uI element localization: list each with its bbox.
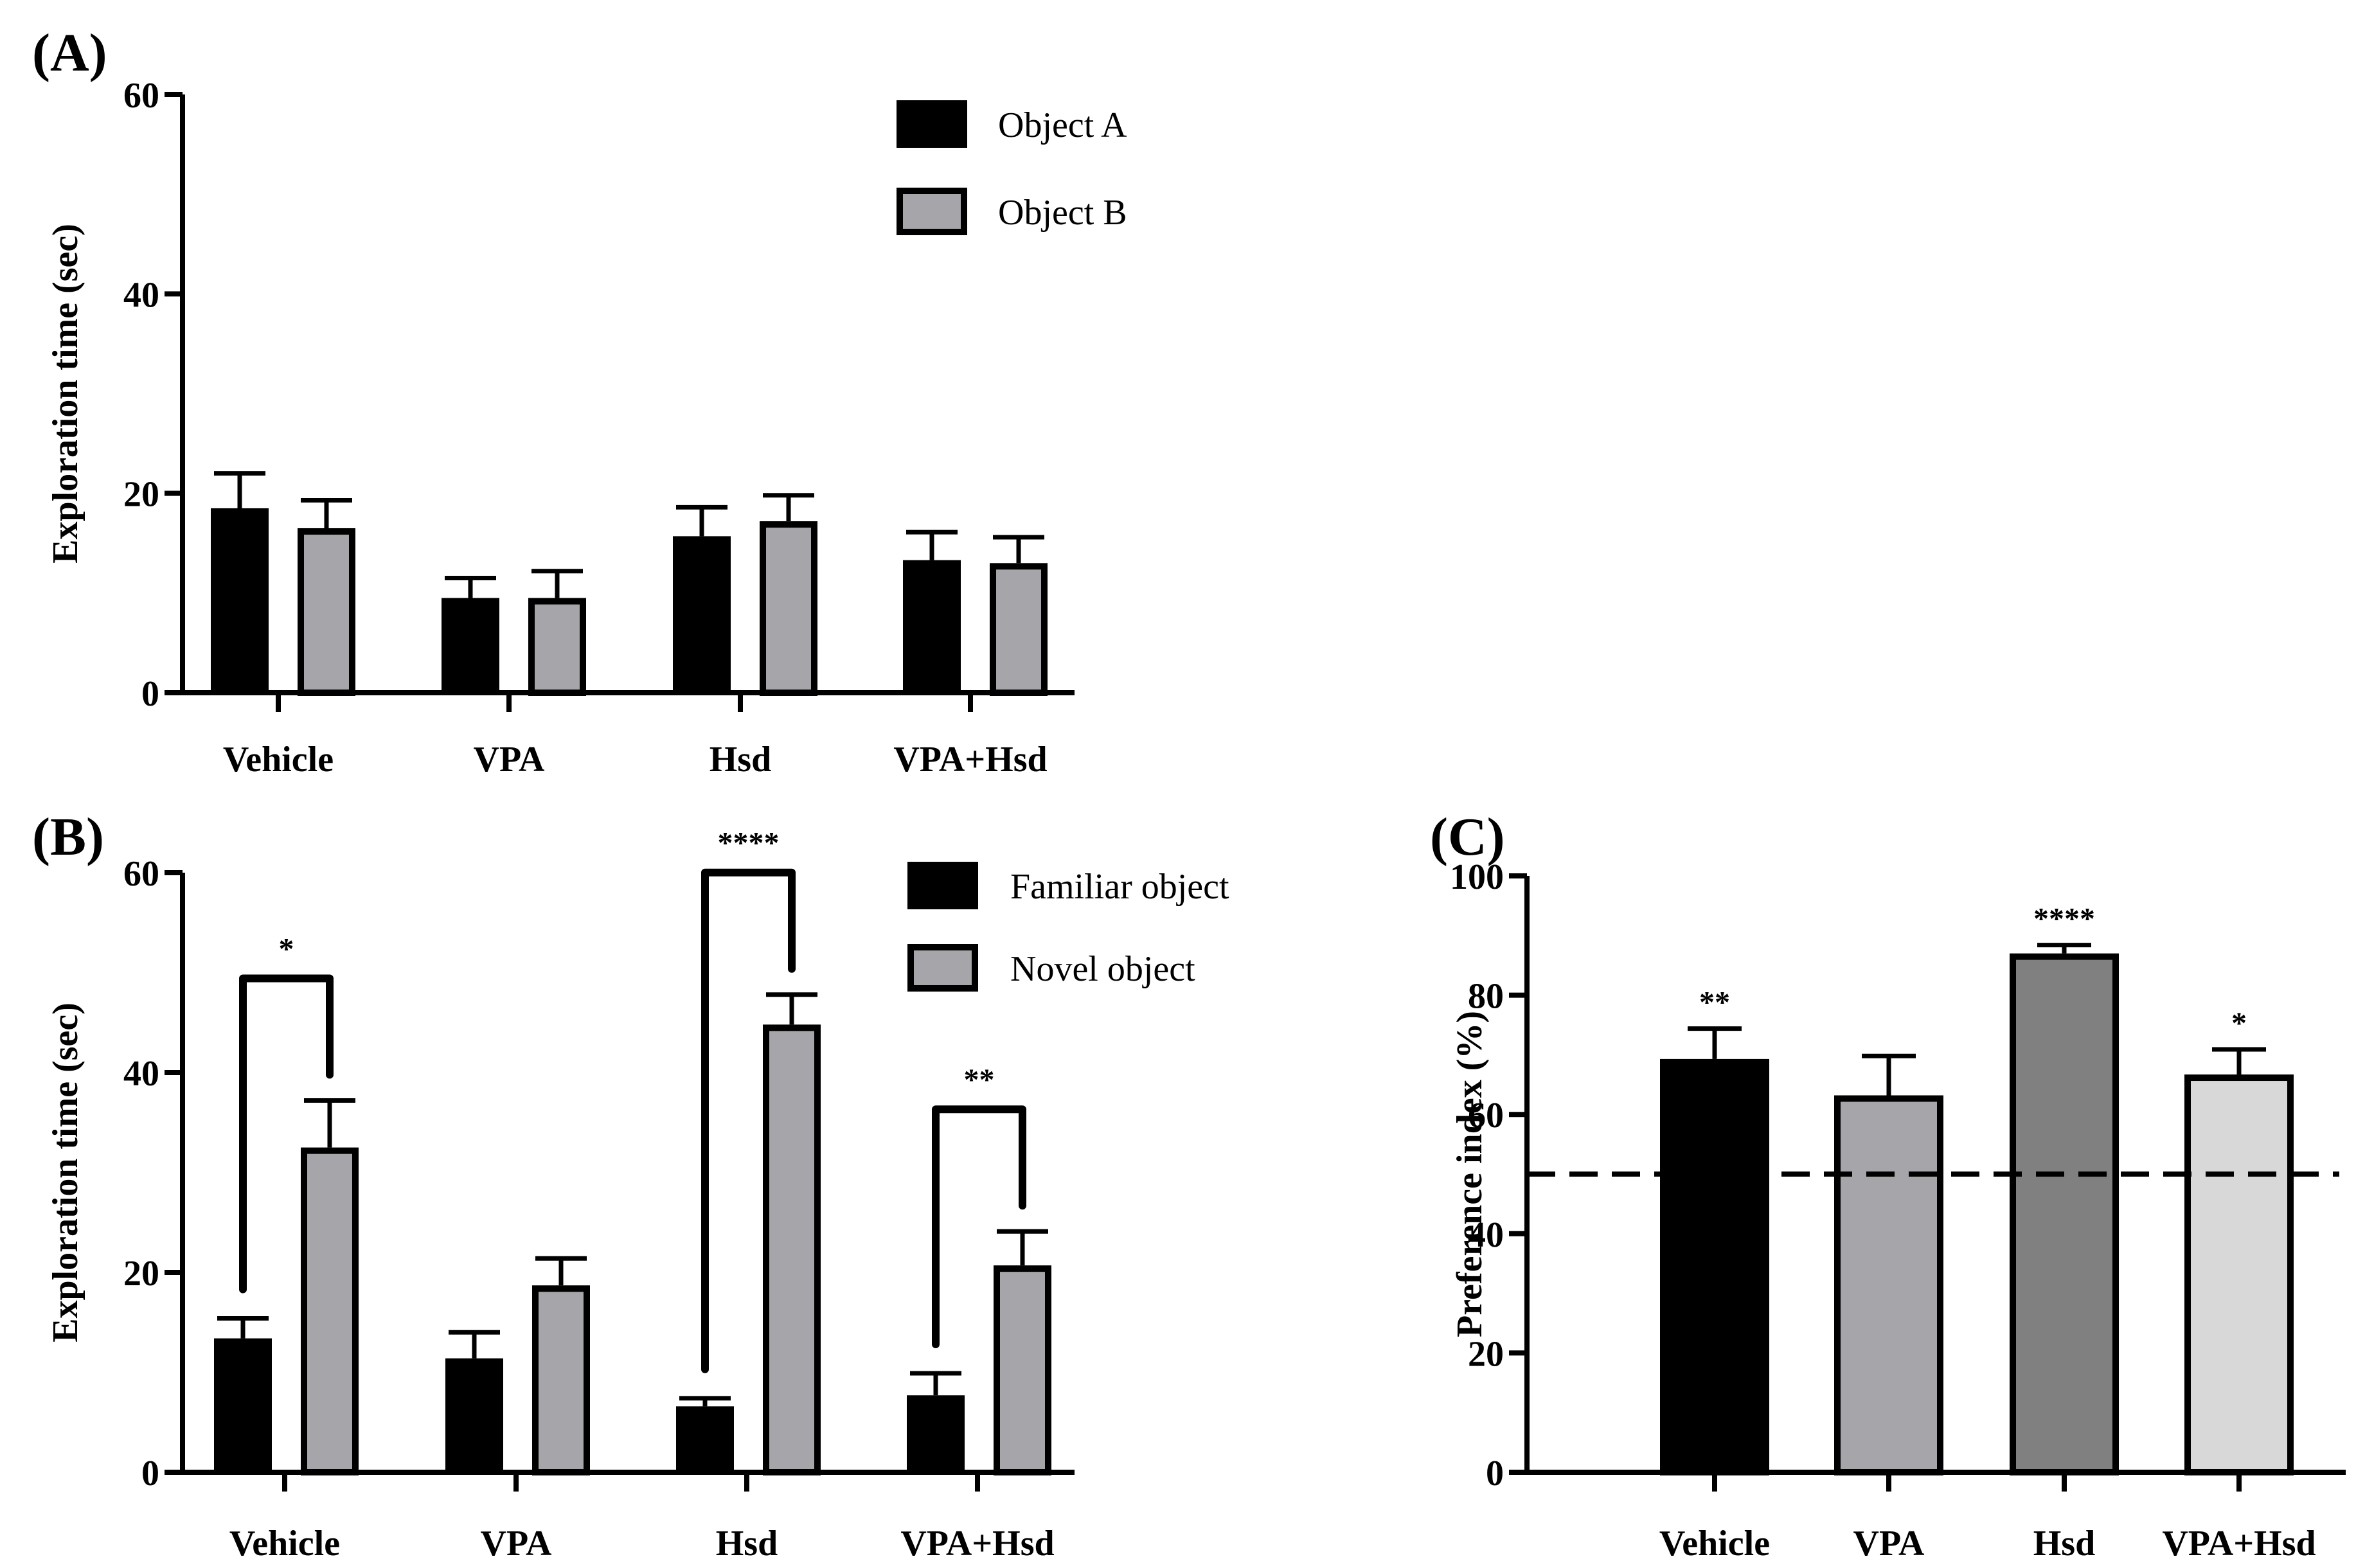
bar-object-b	[528, 598, 586, 697]
bar	[1834, 1095, 1943, 1475]
bar-novel-object	[994, 1265, 1051, 1475]
y-tick-label: 20	[1468, 1334, 1504, 1374]
panel-c: (C) 0 20 40 60 80 100 Preference index (%) Vehic…	[1430, 807, 2346, 1564]
x-tick-label: Vehicle	[1659, 1524, 1770, 1564]
significance-bracket	[239, 974, 334, 1294]
significance-label: *	[2231, 1006, 2247, 1040]
y-tick-label: 0	[141, 674, 159, 714]
y-tick-label: 20	[123, 475, 159, 515]
legend-label: Novel object	[1010, 949, 1195, 989]
x-tick-label: Hsd	[716, 1524, 778, 1564]
legend-swatch	[907, 944, 978, 992]
bar	[2010, 953, 2119, 1475]
bar-familiar-object	[676, 1406, 734, 1472]
legend-swatch	[897, 100, 967, 148]
y-tick-label: 60	[123, 76, 159, 116]
y-tick-label: 40	[123, 275, 159, 315]
x-tick-label: Vehicle	[229, 1524, 340, 1564]
panel-label: (B)	[32, 807, 104, 867]
panel-label: (A)	[32, 23, 107, 83]
significance-label: ****	[718, 826, 780, 860]
y-axis-title: Exploration time (sec)	[46, 224, 85, 564]
x-tick-label: Hsd	[709, 740, 772, 780]
bar-familiar-object	[214, 1338, 272, 1472]
bar-object-b	[298, 528, 355, 696]
x-tick-label: Hsd	[2033, 1524, 2096, 1564]
bar-object-a	[673, 536, 731, 693]
y-tick-label: 20	[123, 1254, 159, 1294]
x-tick-label: VPA	[474, 740, 545, 780]
y-tick-label: 100	[1450, 857, 1504, 897]
y-tick-label: 40	[123, 1054, 159, 1094]
y-axis-title: Preference index (%)	[1450, 1011, 1490, 1337]
bar-familiar-object	[445, 1358, 503, 1472]
bar-novel-object	[532, 1285, 590, 1475]
y-axis-title: Exploration time (sec)	[46, 1002, 85, 1342]
legend-label: Object A	[998, 105, 1127, 145]
bar-object-b	[760, 521, 817, 696]
x-tick-label: VPA+Hsd	[900, 1524, 1054, 1564]
x-tick-label: VPA	[1853, 1524, 1925, 1564]
legend-label: Object B	[998, 193, 1127, 233]
bar-familiar-object	[907, 1395, 965, 1472]
y-tick-label: 40	[1468, 1215, 1504, 1255]
y-tick-label: 0	[141, 1454, 159, 1493]
significance-label: ****	[2033, 902, 2095, 936]
x-tick-label: VPA+Hsd	[893, 740, 1047, 780]
bar	[2184, 1074, 2294, 1476]
bar-object-a	[903, 560, 961, 693]
x-tick-label: VPA+Hsd	[2162, 1524, 2316, 1564]
x-tick-label: Vehicle	[223, 740, 334, 780]
y-tick-label: 80	[1468, 977, 1504, 1017]
panel-label: (C)	[1430, 807, 1505, 867]
legend-label: Familiar object	[1010, 867, 1229, 907]
legend-swatch	[907, 862, 978, 909]
legend-swatch	[897, 188, 967, 235]
y-tick-label: 60	[123, 854, 159, 894]
significance-bracket	[701, 868, 796, 1373]
significance-label: *	[279, 932, 294, 967]
bar-object-a	[442, 598, 499, 693]
bar-object-a	[211, 508, 269, 693]
panel-a: (A) 0 20 40 60 Exploration time (sec) Vehicle V…	[32, 23, 1127, 780]
y-tick-label: 0	[1486, 1454, 1504, 1493]
significance-label: **	[964, 1063, 995, 1097]
significance-bracket	[932, 1105, 1026, 1349]
bar-object-b	[990, 563, 1048, 696]
bar-novel-object	[763, 1024, 821, 1475]
x-tick-label: VPA	[481, 1524, 552, 1564]
y-tick-label: 60	[1468, 1096, 1504, 1136]
panel-b: (B) 0 20 40 60 Exploration time (sec) Vehicle V…	[32, 807, 1229, 1564]
bar	[1660, 1058, 1769, 1475]
significance-label: **	[1699, 986, 1730, 1020]
bar-novel-object	[301, 1147, 359, 1475]
